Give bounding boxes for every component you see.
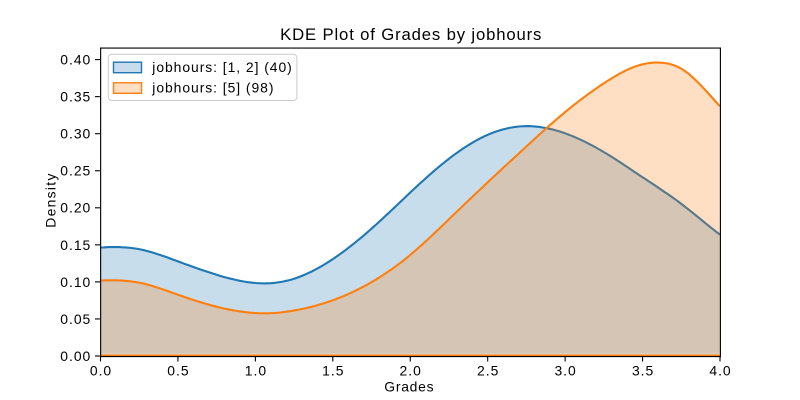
svg-text:0.25: 0.25 [60,163,91,179]
svg-text:4.0: 4.0 [709,363,731,379]
svg-text:3.0: 3.0 [554,363,576,379]
svg-text:0.00: 0.00 [60,348,91,364]
svg-text:0.30: 0.30 [60,126,91,142]
svg-text:2.0: 2.0 [400,363,422,379]
svg-text:Density: Density [43,172,59,227]
svg-text:KDE Plot of Grades by jobhours: KDE Plot of Grades by jobhours [280,25,542,44]
svg-text:2.5: 2.5 [477,363,499,379]
svg-text:1.5: 1.5 [322,363,344,379]
svg-text:0.15: 0.15 [60,237,91,253]
svg-text:0.35: 0.35 [60,89,91,105]
svg-text:jobhours: [5] (98): jobhours: [5] (98) [151,80,274,96]
svg-text:jobhours: [1, 2] (40): jobhours: [1, 2] (40) [151,59,292,75]
svg-text:0.10: 0.10 [60,274,91,290]
svg-text:0.05: 0.05 [60,311,91,327]
svg-text:Grades: Grades [384,379,434,395]
svg-text:0.0: 0.0 [90,363,112,379]
svg-text:0.40: 0.40 [60,52,91,68]
svg-text:3.5: 3.5 [632,363,654,379]
svg-text:1.0: 1.0 [245,363,267,379]
svg-text:0.5: 0.5 [167,363,189,379]
svg-text:0.20: 0.20 [60,200,91,216]
